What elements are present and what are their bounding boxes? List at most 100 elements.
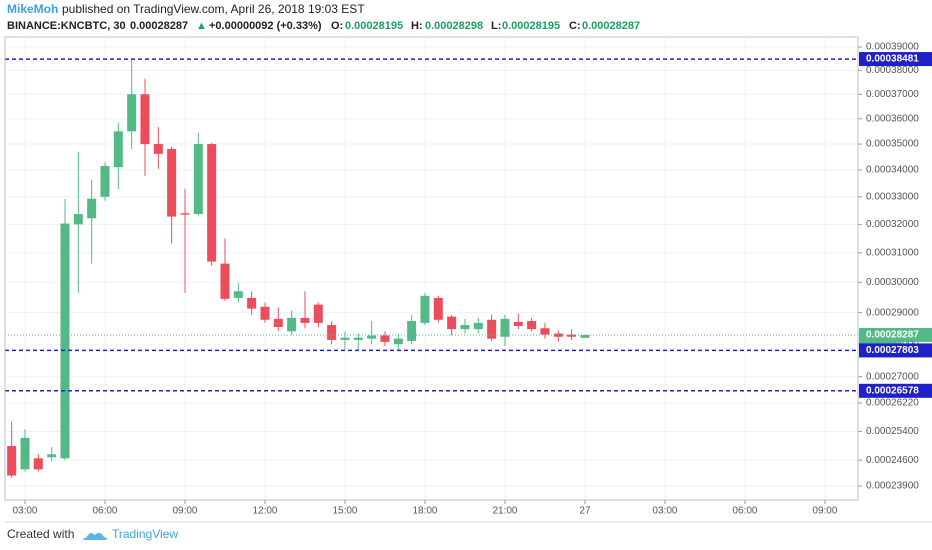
candle-body <box>220 263 230 299</box>
y-tick-label: 0.00032000 <box>866 219 919 230</box>
x-tick-label: 12:00 <box>252 506 277 517</box>
candle-body <box>500 318 510 337</box>
candle-body <box>473 322 483 330</box>
level-label: 0.00027803 <box>866 345 919 356</box>
candle-body <box>260 306 270 320</box>
y-tick-label: 0.00030000 <box>866 277 919 288</box>
candle-body <box>273 318 283 327</box>
logo <box>83 532 107 540</box>
candle-body <box>73 214 83 225</box>
y-tick-label: 0.00035000 <box>866 139 919 150</box>
candle-body <box>287 317 297 332</box>
y-tick-label: 0.00037000 <box>866 89 919 100</box>
level-box <box>859 343 932 358</box>
y-tick-label: 0.00029000 <box>866 307 919 318</box>
arrow: ▲ <box>196 20 207 32</box>
candle-body <box>433 297 443 320</box>
x-tick-label: 15:00 <box>332 506 357 517</box>
y-tick-label: 0.00027000 <box>866 371 919 382</box>
candle-body <box>327 325 337 340</box>
candle-body <box>100 166 110 197</box>
candle-body <box>407 321 417 341</box>
candle-body <box>353 337 363 340</box>
y-tick-label: 0.00025400 <box>866 426 919 437</box>
change: +0.00000092 (+0.33%) <box>209 20 322 32</box>
level-box <box>859 383 932 398</box>
candle-body <box>420 295 430 323</box>
candle-body <box>167 148 177 217</box>
l: 0.00028195 <box>502 20 560 32</box>
last-price-box <box>859 327 932 342</box>
y-tick-label: 0.00038000 <box>866 65 919 76</box>
candle-body <box>127 94 137 132</box>
candle-body <box>47 454 57 458</box>
h: 0.00028298 <box>425 20 483 32</box>
plot: 0.00039000 0.00038000 0.00037000 0.00036000… <box>5 37 932 517</box>
candle-body <box>7 446 17 476</box>
y-tick-label: 0.00023900 <box>866 481 919 492</box>
candle-body <box>20 437 30 470</box>
y-tick-label: 0.00033000 <box>866 191 919 202</box>
x-tick-label: 27 <box>579 506 591 517</box>
o: 0.00028195 <box>345 20 403 32</box>
candle-body <box>180 213 190 215</box>
candle-body <box>540 328 550 335</box>
candle-body <box>367 335 377 339</box>
candle-body <box>380 335 390 342</box>
candle-body <box>340 337 350 340</box>
candle-body <box>207 144 217 262</box>
candle-body <box>313 304 323 323</box>
last: 0.00028287 <box>130 20 188 32</box>
level-label: 0.00038481 <box>866 54 919 65</box>
level-box <box>859 52 932 67</box>
published: published on TradingView.com, April 26, … <box>62 2 365 16</box>
candle-body <box>487 319 497 339</box>
y-tick-label: 0.00026220 <box>866 398 919 409</box>
candle-body <box>247 297 257 309</box>
candle-body <box>60 223 70 459</box>
author[interactable]: MikeMoh <box>7 2 58 16</box>
y-tick-label: 0.00036000 <box>866 113 919 124</box>
l-label: L: <box>491 20 501 32</box>
symbol: BINANCE:KNCBTC, 30 <box>7 20 126 32</box>
x-tick-label: 03:00 <box>12 506 37 517</box>
candle-body <box>153 144 163 154</box>
candle-body <box>140 94 150 145</box>
x-tick-label: 21:00 <box>492 506 517 517</box>
candle-body <box>447 316 457 330</box>
o-label: O: <box>331 20 343 32</box>
brand[interactable]: TradingView <box>112 527 178 541</box>
candle-body <box>460 325 470 330</box>
c-label: C: <box>569 20 581 32</box>
c: 0.00028287 <box>582 20 640 32</box>
candle-body <box>553 333 563 337</box>
y-tick-label: 0.00034000 <box>866 165 919 176</box>
created: Created with <box>7 527 74 541</box>
x-tick-label: 03:00 <box>652 506 677 517</box>
candle-body <box>567 334 577 337</box>
h-label: H: <box>411 20 423 32</box>
level-label: 0.00026578 <box>866 385 919 396</box>
candle-body <box>527 321 537 330</box>
candle-body <box>513 321 523 327</box>
candle-body <box>233 291 243 298</box>
x-tick-label: 18:00 <box>412 506 437 517</box>
x-tick-label: 09:00 <box>812 506 837 517</box>
y-tick-label: 0.00031000 <box>866 247 919 258</box>
candle-body <box>193 144 203 215</box>
candle-body <box>87 198 97 219</box>
y-tick-label: 0.00024600 <box>866 455 919 466</box>
candle-body <box>113 131 123 168</box>
plot-border <box>4 36 859 501</box>
candle-body <box>393 338 403 345</box>
legend-line: BINANCE:KNCBTC, 30 0.00028287 ▲ +0.00000… <box>7 20 640 32</box>
candle-body <box>33 458 43 470</box>
candle-body <box>300 317 310 323</box>
x-tick-label: 09:00 <box>172 506 197 517</box>
y-tick-label: 0.00039000 <box>866 42 919 53</box>
last-price-label: 0.00028287 <box>866 330 919 341</box>
candle-body <box>580 334 590 338</box>
x-tick-label: 06:00 <box>92 506 117 517</box>
